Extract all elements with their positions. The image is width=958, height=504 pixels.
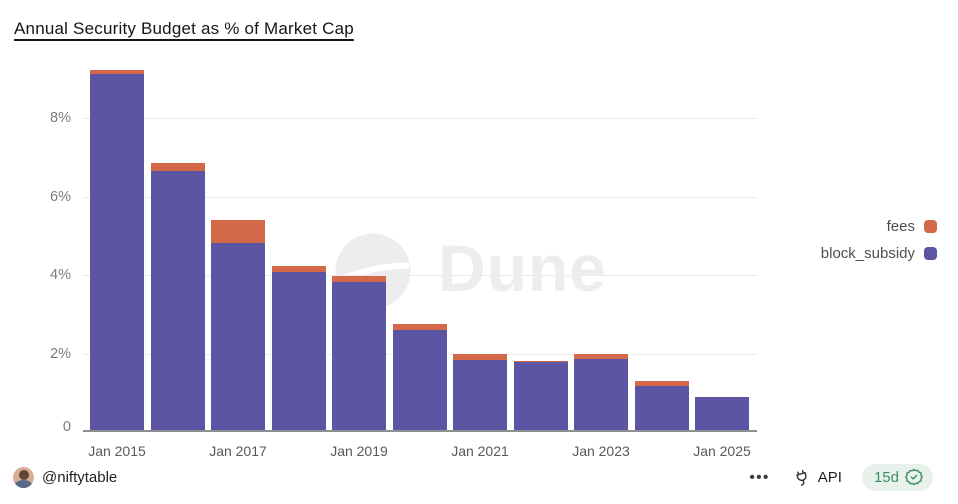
bar-jan-2025[interactable] [695, 58, 749, 430]
fees-swatch-icon [924, 219, 937, 233]
bar-segment-block-subsidy-jan-2023[interactable] [574, 359, 628, 430]
bar-jan-2022[interactable] [513, 58, 568, 430]
block-subsidy-swatch-icon [924, 246, 937, 260]
x-axis-tick-jan-2025: Jan 2025 [693, 443, 751, 459]
dune-watermark-text: Dune [438, 231, 607, 305]
bar-segment-block-subsidy-jan-2016[interactable] [150, 170, 205, 430]
api-button[interactable]: API [790, 465, 844, 489]
bar-segment-block-subsidy-jan-2024[interactable] [634, 386, 689, 430]
bar-segment-block-subsidy-jan-2021[interactable] [453, 359, 507, 430]
y-axis-tick-4-: 4% [50, 267, 71, 283]
y-axis-tick-8-: 8% [50, 110, 71, 126]
bar-segment-fees-jan-2018[interactable] [271, 265, 326, 273]
bar-jan-2019[interactable] [332, 58, 386, 430]
bar-jan-2023[interactable] [574, 58, 628, 430]
y-axis-tick-0: 0 [62, 419, 71, 435]
bar-segment-fees-jan-2022[interactable] [513, 360, 568, 363]
more-options-button[interactable]: ••• [746, 467, 774, 488]
bar-jan-2016[interactable] [150, 58, 205, 430]
bar-segment-block-subsidy-jan-2025[interactable] [695, 397, 749, 430]
bar-jan-2017[interactable] [211, 58, 265, 430]
bar-segment-block-subsidy-jan-2020[interactable] [392, 329, 447, 430]
bar-segment-fees-jan-2021[interactable] [453, 354, 507, 360]
bar-segment-block-subsidy-jan-2017[interactable] [211, 243, 265, 430]
author-handle: @niftytable [42, 468, 118, 486]
footer: @niftytable ••• API 15d [0, 462, 958, 492]
bar-jan-2021[interactable] [453, 58, 507, 430]
legend-label-block-subsidy: block_subsidy [820, 244, 915, 262]
gridline-6- [83, 196, 757, 198]
y-axis-tick-2-: 2% [50, 345, 71, 362]
api-plug-icon [796, 469, 807, 486]
bar-segment-block-subsidy-jan-2022[interactable] [513, 362, 568, 430]
gridline-8- [83, 118, 757, 119]
bar-segment-fees-jan-2019[interactable] [332, 276, 386, 282]
bar-segment-fees-jan-2020[interactable] [392, 324, 447, 330]
legend: fees block_subsidy [821, 216, 937, 263]
verified-check-icon [905, 468, 923, 486]
chart: Dune 0 2% 4% 6% 8% Jan 2015 Jan 2017 Jan 2019 J… [0, 60, 958, 464]
chart-title: Annual Security Budget as % of Market Ca… [14, 19, 354, 38]
footer-actions: ••• API 15d [746, 462, 933, 492]
bar-segment-block-subsidy-jan-2015[interactable] [90, 73, 144, 430]
api-button-label: API [817, 468, 842, 486]
bar-jan-2024[interactable] [634, 58, 689, 430]
author-link[interactable]: @niftytable [13, 462, 117, 492]
bar-segment-fees-jan-2023[interactable] [574, 353, 628, 360]
bar-segment-block-subsidy-jan-2019[interactable] [332, 281, 386, 430]
bar-segment-block-subsidy-jan-2018[interactable] [271, 272, 326, 430]
data-age-label: 15d [873, 468, 899, 486]
x-axis-tick-jan-2021: Jan 2021 [451, 443, 509, 459]
legend-item-fees[interactable]: fees [887, 216, 937, 236]
x-axis-tick-jan-2015: Jan 2015 [88, 443, 146, 459]
bar-jan-2018[interactable] [271, 58, 326, 430]
x-axis-tick-jan-2019: Jan 2019 [330, 443, 388, 459]
gridline-4- [83, 275, 757, 276]
bar-segment-fees-jan-2017[interactable] [211, 219, 265, 244]
bar-segment-fees-jan-2024[interactable] [634, 380, 689, 387]
y-axis-tick-6-: 6% [50, 188, 71, 205]
legend-item-block-subsidy[interactable]: block_subsidy [821, 243, 937, 263]
x-axis-tick-jan-2023: Jan 2023 [572, 443, 630, 459]
legend-label-fees: fees [886, 217, 915, 235]
data-freshness-badge[interactable]: 15d [861, 463, 933, 491]
plot-area: Dune [83, 60, 757, 432]
bar-jan-2015[interactable] [90, 58, 144, 430]
avatar[interactable] [13, 466, 34, 488]
bar-segment-fees-jan-2016[interactable] [150, 162, 205, 171]
x-axis-tick-jan-2017: Jan 2017 [209, 443, 267, 459]
bar-segment-fees-jan-2015[interactable] [90, 69, 144, 74]
bar-jan-2020[interactable] [392, 58, 447, 430]
